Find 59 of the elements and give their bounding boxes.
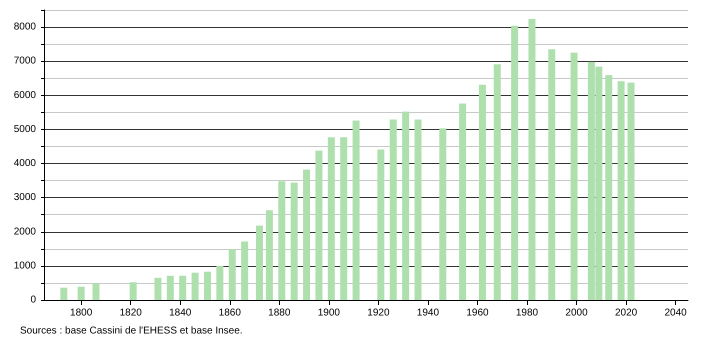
bar (130, 282, 137, 300)
bar (439, 128, 446, 300)
x-tick-label: 1920 (367, 308, 390, 318)
bar (78, 286, 85, 300)
bar (628, 82, 635, 300)
bar (290, 182, 298, 300)
bar (528, 18, 536, 300)
bar (154, 278, 162, 300)
x-tick-label: 1980 (516, 308, 539, 318)
bar (179, 276, 186, 300)
bar (390, 120, 397, 300)
x-tick-label: 1900 (318, 308, 340, 318)
y-tick-label: 6000 (14, 90, 36, 101)
x-tick-label: 1940 (416, 308, 440, 318)
bar (605, 75, 612, 300)
bar (303, 170, 310, 300)
bar (315, 150, 322, 300)
bar (241, 241, 248, 300)
y-tick-label: 7000 (14, 56, 36, 67)
bar (459, 103, 466, 300)
x-tick-label: 2000 (565, 308, 588, 318)
y-tick-label: 1000 (14, 260, 36, 272)
bar (328, 137, 335, 300)
x-tick-label: 1840 (169, 308, 192, 318)
bar (256, 226, 263, 300)
bar (377, 150, 384, 300)
y-tick-label: 0 (30, 294, 36, 306)
x-tick-label: 2020 (614, 308, 638, 318)
x-tick-label: 1820 (120, 308, 142, 318)
x-tick-label: 1860 (218, 308, 242, 318)
x-tick-label: 2040 (664, 308, 688, 318)
bar (216, 266, 224, 300)
bar (166, 276, 174, 300)
source-note: Sources : base Cassini de l'EHESS et base Insee. (20, 326, 243, 336)
y-tick-label: 8000 (14, 22, 36, 33)
bar (340, 137, 348, 300)
y-tick-label: 3000 (14, 192, 36, 204)
bar (478, 84, 486, 300)
bar (402, 112, 410, 300)
bar (92, 283, 100, 300)
bar (60, 288, 68, 300)
bar (618, 81, 625, 300)
y-tick-label: 5000 (14, 124, 36, 135)
bar (192, 272, 199, 300)
bar (278, 181, 286, 300)
bar (204, 272, 211, 300)
x-tick-label: 1800 (70, 308, 93, 318)
bar (511, 26, 518, 300)
y-tick-label: 2000 (14, 226, 36, 238)
x-tick-label: 1960 (466, 308, 490, 318)
bar (414, 120, 422, 300)
bar (266, 210, 273, 300)
bar (352, 120, 360, 300)
bar (570, 52, 578, 300)
bar (228, 249, 236, 300)
y-tick-label: 4000 (14, 158, 36, 170)
bar (494, 64, 501, 300)
x-tick-label: 1880 (268, 308, 291, 318)
bar (548, 49, 556, 300)
